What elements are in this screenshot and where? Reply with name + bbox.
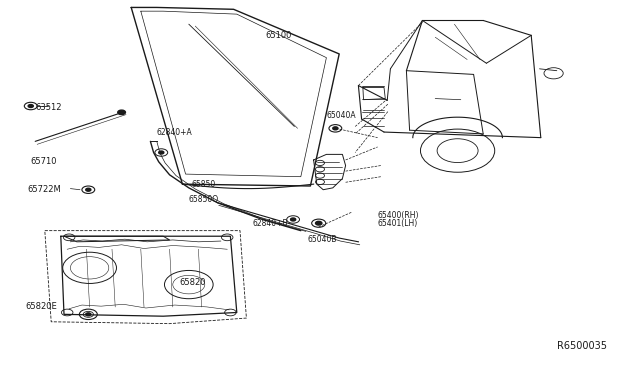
Circle shape bbox=[86, 313, 91, 316]
Text: 65820: 65820 bbox=[179, 278, 205, 287]
Text: 65820E: 65820E bbox=[26, 302, 58, 311]
Text: 62840+B: 62840+B bbox=[253, 219, 289, 228]
Circle shape bbox=[291, 218, 296, 221]
Circle shape bbox=[333, 127, 338, 130]
Text: 65850: 65850 bbox=[192, 180, 216, 189]
Text: 65722M: 65722M bbox=[28, 185, 61, 194]
Text: 65401(LH): 65401(LH) bbox=[378, 219, 418, 228]
Text: 65850Q: 65850Q bbox=[189, 195, 219, 203]
Circle shape bbox=[86, 188, 91, 191]
Circle shape bbox=[118, 110, 125, 115]
Text: 65040B: 65040B bbox=[307, 235, 337, 244]
Text: 63512: 63512 bbox=[35, 103, 61, 112]
Text: 65040A: 65040A bbox=[326, 111, 356, 120]
Text: 62840+A: 62840+A bbox=[157, 128, 193, 137]
Text: 65400(RH): 65400(RH) bbox=[378, 211, 419, 220]
Text: R6500035: R6500035 bbox=[557, 341, 607, 351]
Circle shape bbox=[159, 151, 164, 154]
Circle shape bbox=[28, 105, 33, 108]
Text: 65100: 65100 bbox=[266, 31, 292, 40]
Circle shape bbox=[316, 221, 322, 225]
Text: 65710: 65710 bbox=[31, 157, 57, 166]
